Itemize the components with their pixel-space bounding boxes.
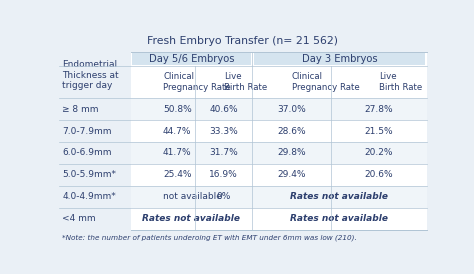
Text: 16.9%: 16.9% [209, 170, 238, 179]
Text: Live
Birth Rate: Live Birth Rate [379, 72, 422, 92]
Text: 40.6%: 40.6% [210, 105, 238, 114]
Text: Clinical
Pregnancy Rate: Clinical Pregnancy Rate [163, 72, 231, 92]
Text: Fresh Embryo Transfer (n= 21 562): Fresh Embryo Transfer (n= 21 562) [147, 36, 338, 46]
Bar [59, 120, 131, 142]
Text: 41.7%: 41.7% [163, 149, 191, 158]
Text: Day 3 Embryos: Day 3 Embryos [301, 54, 377, 64]
Text: 29.8%: 29.8% [277, 149, 306, 158]
Text: ≥ 8 mm: ≥ 8 mm [62, 105, 99, 114]
Text: 7.0-7.9mm: 7.0-7.9mm [62, 127, 112, 136]
Text: 20.6%: 20.6% [365, 170, 393, 179]
Text: 27.8%: 27.8% [365, 105, 393, 114]
Text: 31.7%: 31.7% [209, 149, 238, 158]
Text: Clinical
Pregnancy Rate: Clinical Pregnancy Rate [292, 72, 359, 92]
Text: 25.4%: 25.4% [163, 170, 191, 179]
Text: 44.7%: 44.7% [163, 127, 191, 136]
Bar [131, 52, 427, 230]
Text: 21.5%: 21.5% [365, 127, 393, 136]
Bar [131, 186, 427, 208]
Text: 37.0%: 37.0% [277, 105, 306, 114]
Bar [59, 164, 131, 186]
Bar [59, 186, 131, 208]
Bar [59, 142, 131, 164]
Text: 33.3%: 33.3% [209, 127, 238, 136]
Bar [132, 53, 251, 65]
Bar [59, 208, 131, 230]
Text: Day 5/6 Embryos: Day 5/6 Embryos [149, 54, 234, 64]
Text: 0%: 0% [217, 192, 231, 201]
Text: 4.0-4.9mm*: 4.0-4.9mm* [62, 192, 116, 201]
Text: 5.0-5.9mm*: 5.0-5.9mm* [62, 170, 116, 179]
Bar [131, 142, 427, 164]
Text: 50.8%: 50.8% [163, 105, 192, 114]
Text: *Note: the number of patients underoing ET with EMT under 6mm was low (210).: *Note: the number of patients underoing … [62, 234, 357, 241]
Text: 6.0-6.9mm: 6.0-6.9mm [62, 149, 112, 158]
Text: 20.2%: 20.2% [365, 149, 393, 158]
Text: Rates not available: Rates not available [143, 214, 240, 223]
Text: 29.4%: 29.4% [277, 170, 306, 179]
Text: <4 mm: <4 mm [62, 214, 96, 223]
Text: Rates not available: Rates not available [291, 214, 388, 223]
Text: 28.6%: 28.6% [277, 127, 306, 136]
Text: Live
Birth Rate: Live Birth Rate [224, 72, 267, 92]
Text: Rates not available: Rates not available [291, 192, 388, 201]
Bar [131, 98, 427, 120]
Bar [59, 98, 131, 120]
Text: Endometrial
Thickness at
trigger day: Endometrial Thickness at trigger day [62, 60, 119, 90]
Text: not available: not available [163, 192, 222, 201]
Bar [254, 53, 425, 65]
